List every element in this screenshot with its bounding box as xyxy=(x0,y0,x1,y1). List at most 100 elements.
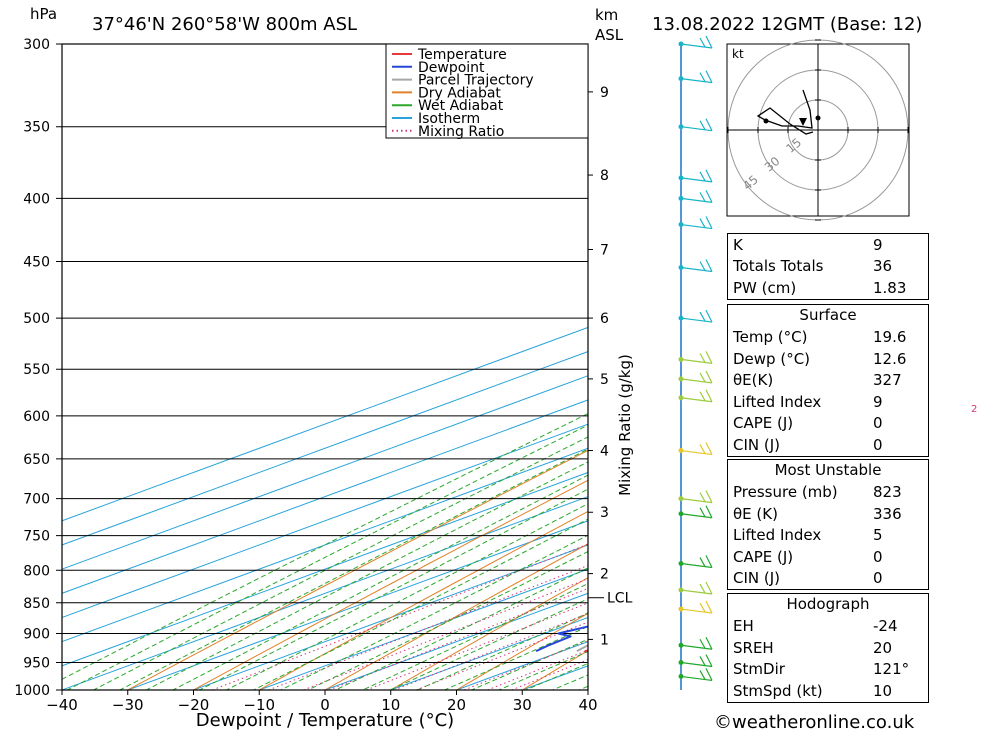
pressure-tick-label: 800 xyxy=(23,563,50,579)
wind-barb-shaft xyxy=(680,675,713,682)
km-label: km xyxy=(595,6,618,24)
wind-barb-shaft xyxy=(680,223,713,230)
isotherm-line xyxy=(62,496,588,690)
copyright-label: ©weatheronline.co.uk xyxy=(714,712,915,733)
hodograph-stats-row: StmDir 121° xyxy=(733,660,910,679)
wind-barb-shaft xyxy=(680,513,713,519)
hodograph-stats-row: EH -24 xyxy=(733,617,898,636)
indices-row-pw: PW (cm) 1.83 xyxy=(733,278,907,297)
pressure-tick-label: 950 xyxy=(23,655,50,671)
wind-barb-flag xyxy=(699,72,706,82)
wind-barb-flag xyxy=(705,70,713,83)
pressure-tick-label: 550 xyxy=(23,362,50,378)
wind-barb-flag xyxy=(705,581,713,595)
pressure-tick-label: 450 xyxy=(23,255,50,271)
km-tick-label: 5 xyxy=(600,372,609,388)
km-tick-label: 8 xyxy=(600,168,609,184)
legend-box xyxy=(385,43,589,139)
temperature-tick-label: 10 xyxy=(381,696,400,714)
wind-barb-shaft xyxy=(680,397,713,403)
wind-barb-flag xyxy=(699,261,706,271)
wind-barb-flag xyxy=(699,218,706,228)
dry-adiabat-line xyxy=(455,612,588,690)
wind-barb-flag xyxy=(699,444,706,454)
wind-barb-column xyxy=(678,35,713,690)
isotherm-line xyxy=(192,544,588,690)
wind-barb-shaft xyxy=(680,266,713,273)
legend-isotherm-label: Isotherm xyxy=(418,111,480,127)
hodograph-stats-panel: Hodograph EH -24 SREH 20 StmDir 121° StmSpd… xyxy=(727,593,929,703)
hodograph-point xyxy=(763,118,769,124)
hodograph-stats-title: Hodograph xyxy=(786,595,870,613)
lcl-label: LCL xyxy=(607,591,633,607)
surface-row: Dewp (°C) 12.6 xyxy=(733,349,907,368)
hodograph-unit-label: kt xyxy=(732,47,744,61)
isotherm-line xyxy=(62,423,588,619)
asl-label: ASL xyxy=(595,26,624,44)
wind-barb-flag xyxy=(705,169,713,183)
wind-barb-flag xyxy=(705,351,713,364)
wind-barb-flag xyxy=(705,118,713,131)
isotherm-line xyxy=(62,447,588,643)
pressure-tick-label: 600 xyxy=(23,409,50,425)
wind-barb-flag xyxy=(699,353,706,363)
wind-barb-flag xyxy=(705,190,713,203)
most-unstable-panel: Most Unstable Pressure (mb) 823 θE (K) 336… xyxy=(727,459,929,590)
wind-barb-flag xyxy=(699,372,706,383)
wind-barb-shaft xyxy=(680,589,713,595)
wind-barb-flag xyxy=(705,490,713,503)
wind-barb-flag xyxy=(705,505,713,519)
wind-barb-flag xyxy=(699,120,706,131)
wind-barb-flag xyxy=(699,391,706,402)
temperature-tick-label: 20 xyxy=(447,696,466,714)
hodograph-stats-row: SREH 20 xyxy=(733,638,893,657)
pressure-tick-label: 1000 xyxy=(14,683,50,699)
wet-adiabat-line xyxy=(252,518,588,690)
pressure-tick-label: 400 xyxy=(23,191,50,207)
legend-temperature-label: Temperature xyxy=(417,47,507,63)
wind-barb-shaft xyxy=(680,126,713,132)
wet-adiabat-line xyxy=(279,534,588,690)
pressure-tick-label: 700 xyxy=(23,492,50,508)
most-unstable-row: Pressure (mb) 823 xyxy=(733,483,902,502)
pressure-tick-label: 300 xyxy=(23,37,50,53)
km-tick-label: 3 xyxy=(600,505,609,521)
hodograph-stats-row: StmSpd (kt) 10 xyxy=(733,681,893,700)
wind-barb-flag xyxy=(705,600,713,614)
wet-adiabat-line xyxy=(334,567,588,690)
temperature-tick-labels: −40 −30 −20 −10 0 10 20 30 40 xyxy=(46,690,598,714)
surface-row: CIN (J) 0 xyxy=(733,435,883,454)
wind-barb-shaft xyxy=(680,562,713,569)
wind-barb-shaft xyxy=(680,644,713,650)
most-unstable-row: CIN (J) 0 xyxy=(733,569,883,588)
temperature-tick-label: −20 xyxy=(178,696,210,714)
isotherm-line xyxy=(62,471,588,667)
dry-adiabat-line xyxy=(389,577,588,690)
mixing-ratio-axis-label: Mixing Ratio (g/kg) xyxy=(616,354,634,496)
pressure-tick-label: 650 xyxy=(23,452,50,468)
wind-barb-flag xyxy=(699,583,706,594)
temperature-tick-label: −10 xyxy=(243,696,275,714)
wind-barb-shaft xyxy=(680,78,713,84)
surface-row: Lifted Index 9 xyxy=(733,392,883,411)
mixing-ratio-line xyxy=(487,649,588,690)
wind-barb-flag xyxy=(705,309,713,323)
most-unstable-row: CAPE (J) 0 xyxy=(733,547,883,566)
dry-adiabat-line xyxy=(258,510,588,690)
surface-row: Temp (°C) 19.6 xyxy=(733,328,907,347)
dry-adiabat-line xyxy=(323,543,588,690)
wind-barb-flag xyxy=(699,492,706,502)
wet-adiabat-line xyxy=(361,583,588,690)
wind-barb-flag xyxy=(699,638,706,649)
km-tick-labels: 9 8 7 6 5 4 3 2 1 LCL xyxy=(588,85,633,648)
wind-barb-shaft xyxy=(680,608,713,614)
legend-mixing-ratio-label: Mixing Ratio xyxy=(418,124,504,140)
wind-barb-shaft xyxy=(680,661,713,668)
pressure-tick-label: 900 xyxy=(23,626,50,642)
mixing-ratio-line xyxy=(463,640,588,690)
wind-barb-flag xyxy=(699,656,706,666)
wind-barb-flag xyxy=(699,670,706,680)
